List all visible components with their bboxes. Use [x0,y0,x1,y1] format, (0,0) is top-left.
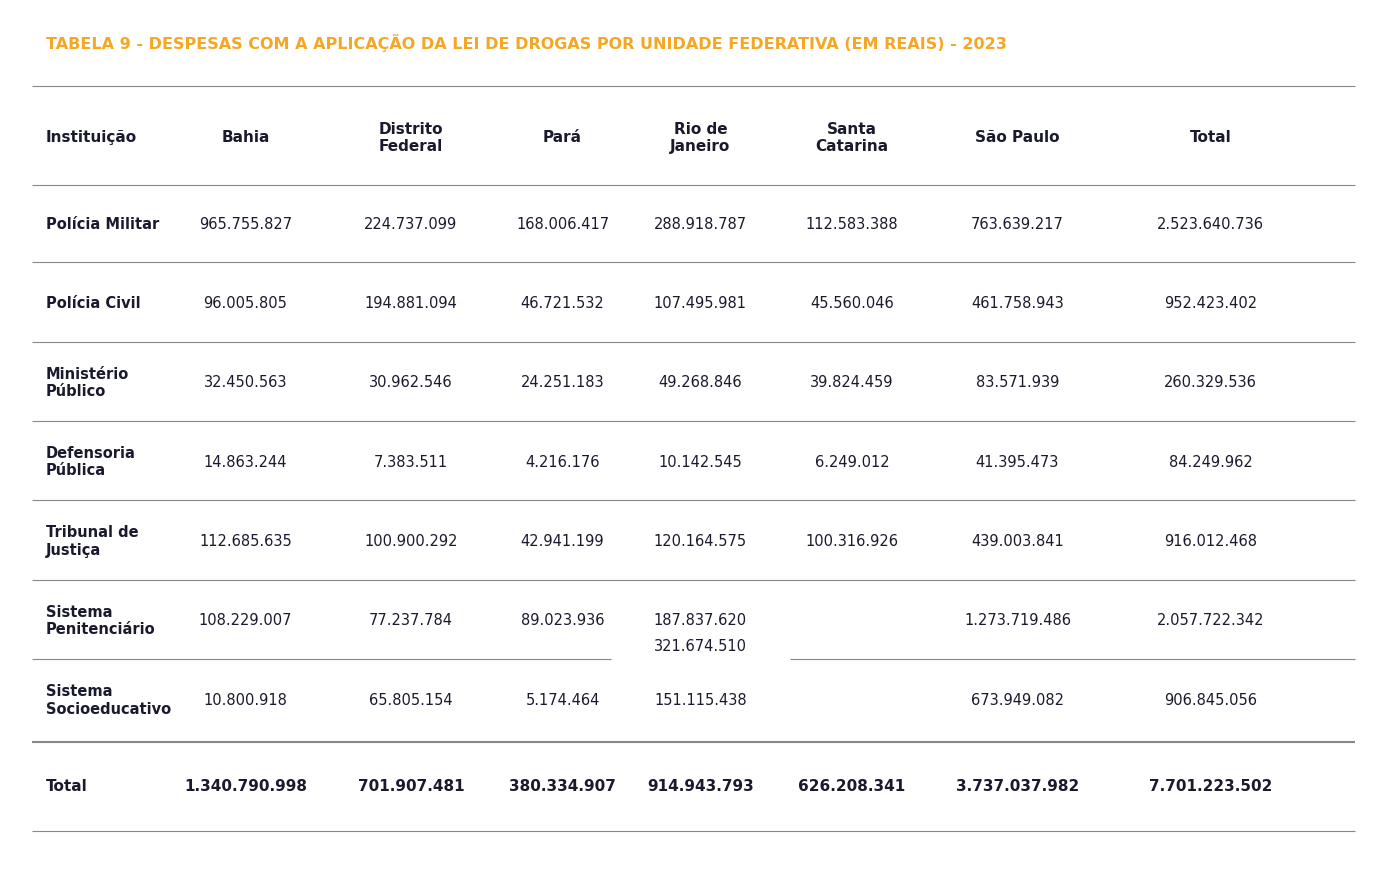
Text: Total: Total [46,779,87,794]
Text: 673.949.082: 673.949.082 [971,692,1064,708]
Text: 77.237.784: 77.237.784 [369,613,454,629]
Text: 168.006.417: 168.006.417 [516,217,609,232]
Text: 2.523.640.736: 2.523.640.736 [1157,217,1264,232]
Text: 84.249.962: 84.249.962 [1169,455,1252,469]
Text: Sistema
Socioeducativo: Sistema Socioeducativo [46,684,171,717]
Text: 701.907.481: 701.907.481 [358,779,465,794]
Text: 42.941.199: 42.941.199 [520,534,605,549]
Text: Rio de
Janeiro: Rio de Janeiro [670,122,731,154]
Text: 10.142.545: 10.142.545 [659,455,742,469]
Text: TABELA 9 - DESPESAS COM A APLICAÇÃO DA LEI DE DROGAS POR UNIDADE FEDERATIVA (EM : TABELA 9 - DESPESAS COM A APLICAÇÃO DA L… [46,34,1007,52]
Text: 83.571.939: 83.571.939 [976,375,1060,390]
Text: 2.057.722.342: 2.057.722.342 [1157,613,1264,629]
Text: 39.824.459: 39.824.459 [810,375,893,390]
Text: Polícia Civil: Polícia Civil [46,296,140,311]
Text: 5.174.464: 5.174.464 [526,692,599,708]
Text: 45.560.046: 45.560.046 [810,296,895,311]
Text: 965.755.827: 965.755.827 [198,217,293,232]
Text: 626.208.341: 626.208.341 [799,779,906,794]
Text: 916.012.468: 916.012.468 [1164,534,1257,549]
Text: 260.329.536: 260.329.536 [1164,375,1257,390]
Text: 914.943.793: 914.943.793 [646,779,753,794]
Text: São Paulo: São Paulo [975,131,1060,145]
Text: Santa
Catarina: Santa Catarina [816,122,889,154]
Text: 100.900.292: 100.900.292 [365,534,458,549]
Text: 46.721.532: 46.721.532 [520,296,605,311]
Text: 194.881.094: 194.881.094 [365,296,458,311]
Text: 187.837.620: 187.837.620 [653,613,748,629]
Text: 107.495.981: 107.495.981 [653,296,746,311]
Text: 10.800.918: 10.800.918 [204,692,287,708]
Text: 763.639.217: 763.639.217 [971,217,1064,232]
Text: 151.115.438: 151.115.438 [655,692,746,708]
Text: 108.229.007: 108.229.007 [198,613,293,629]
Text: 224.737.099: 224.737.099 [365,217,458,232]
Text: 7.701.223.502: 7.701.223.502 [1148,779,1272,794]
Text: 3.737.037.982: 3.737.037.982 [956,779,1079,794]
Text: 96.005.805: 96.005.805 [204,296,287,311]
Text: 7.383.511: 7.383.511 [374,455,448,469]
Text: 89.023.936: 89.023.936 [520,613,605,629]
Text: 14.863.244: 14.863.244 [204,455,287,469]
Text: 4.216.176: 4.216.176 [526,455,599,469]
Text: 6.249.012: 6.249.012 [814,455,889,469]
Text: 32.450.563: 32.450.563 [204,375,287,390]
Text: 112.583.388: 112.583.388 [806,217,899,232]
Text: 321.674.510: 321.674.510 [653,639,746,654]
Text: 906.845.056: 906.845.056 [1164,692,1257,708]
Text: 100.316.926: 100.316.926 [806,534,899,549]
Text: 952.423.402: 952.423.402 [1164,296,1257,311]
Text: 65.805.154: 65.805.154 [369,692,452,708]
Text: Distrito
Federal: Distrito Federal [379,122,442,154]
Text: Sistema
Penitenciário: Sistema Penitenciário [46,604,155,638]
Text: Defensoria
Pública: Defensoria Pública [46,446,136,478]
Text: 439.003.841: 439.003.841 [971,534,1064,549]
Text: 112.685.635: 112.685.635 [200,534,291,549]
Text: Tribunal de
Justiça: Tribunal de Justiça [46,525,139,557]
Text: Ministério
Público: Ministério Público [46,367,129,399]
Text: 380.334.907: 380.334.907 [509,779,616,794]
Text: 288.918.787: 288.918.787 [653,217,748,232]
Text: 461.758.943: 461.758.943 [971,296,1064,311]
Text: Instituição: Instituição [46,131,137,145]
Text: Polícia Militar: Polícia Militar [46,217,158,232]
Text: 120.164.575: 120.164.575 [653,534,748,549]
Text: Total: Total [1190,131,1232,145]
Text: 49.268.846: 49.268.846 [659,375,742,390]
Text: 41.395.473: 41.395.473 [976,455,1060,469]
Text: 1.340.790.998: 1.340.790.998 [184,779,307,794]
Text: 24.251.183: 24.251.183 [520,375,605,390]
Text: 30.962.546: 30.962.546 [369,375,452,390]
Text: Pará: Pará [544,131,583,145]
Text: Bahia: Bahia [222,131,269,145]
Text: 1.273.719.486: 1.273.719.486 [964,613,1071,629]
